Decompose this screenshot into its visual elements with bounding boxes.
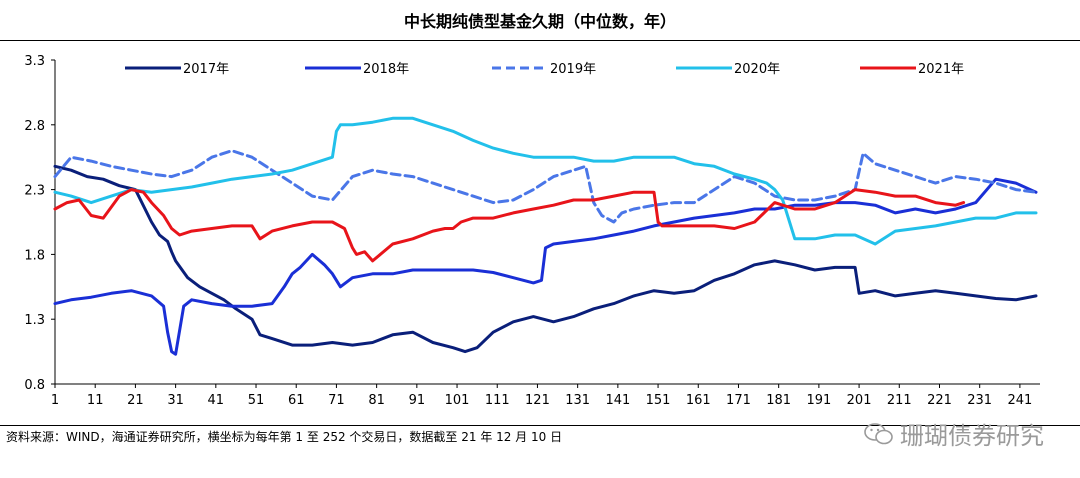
x-tick-label: 21 (127, 393, 144, 408)
x-tick-label: 241 (1007, 393, 1032, 408)
chart-legend: 2017年 2018年 2019年 2020年 2021年 (125, 62, 964, 77)
x-tick-label: 1 (51, 393, 59, 408)
y-tick-label: 3.3 (24, 54, 45, 69)
x-tick-label: 11 (87, 393, 104, 408)
series-line-4 (53, 116, 1038, 246)
y-tick-label: 1.8 (24, 248, 45, 263)
chart-axes: 0.81.31.82.32.83.31 11 21 31 41 51 61 71 81 91 101… (24, 54, 1040, 408)
x-tick-label: 61 (288, 393, 305, 408)
chart-title: 中长期纯债型基金久期（中位数，年） (403, 12, 676, 31)
x-tick-label: 131 (565, 393, 590, 408)
chart-series (53, 116, 1038, 356)
watermark-text: 珊瑚债券研究 (900, 422, 1044, 450)
series-line-3 (53, 149, 1038, 224)
x-tick-label: 71 (328, 393, 345, 408)
x-tick-label: 51 (248, 393, 265, 408)
x-tick-label: 31 (167, 393, 184, 408)
x-tick-label: 111 (485, 393, 510, 408)
x-tick-label: 181 (766, 393, 791, 408)
line-chart: 0.81.31.82.32.83.31 11 21 31 41 51 61 71 81 91 101… (24, 54, 1040, 408)
x-tick-label: 231 (967, 393, 992, 408)
x-tick-label: 41 (208, 393, 225, 408)
watermark: 珊瑚债券研究 (864, 416, 1044, 451)
source-divider (0, 425, 1080, 426)
x-tick-label: 211 (887, 393, 912, 408)
x-tick-label: 201 (847, 393, 872, 408)
series-line-5 (53, 188, 966, 263)
wechat-icon (864, 422, 893, 444)
title-divider (0, 40, 1080, 41)
legend-label-2: 2018年 (363, 62, 409, 77)
legend-label-3: 2019年 (550, 62, 596, 77)
x-tick-label: 91 (409, 393, 426, 408)
series-line-1 (53, 164, 1038, 354)
x-tick-label: 121 (525, 393, 550, 408)
y-tick-label: 1.3 (24, 313, 45, 328)
y-tick-label: 2.8 (24, 119, 45, 134)
x-tick-label: 221 (927, 393, 952, 408)
x-tick-label: 191 (806, 393, 831, 408)
x-tick-label: 141 (605, 393, 630, 408)
source-note: 资料来源：WIND，海通证券研究所，横坐标为每年第 1 至 252 个交易日，数… (6, 430, 563, 444)
x-tick-label: 161 (686, 393, 711, 408)
x-tick-label: 171 (726, 393, 751, 408)
legend-label-1: 2017年 (183, 62, 229, 77)
x-tick-label: 151 (646, 393, 671, 408)
x-tick-label: 101 (445, 393, 470, 408)
y-tick-label: 0.8 (24, 378, 45, 393)
series-line-2 (53, 177, 1038, 356)
legend-label-4: 2020年 (734, 62, 780, 77)
y-tick-label: 2.3 (24, 184, 45, 199)
legend-label-5: 2021年 (918, 62, 964, 77)
x-tick-label: 81 (368, 393, 385, 408)
